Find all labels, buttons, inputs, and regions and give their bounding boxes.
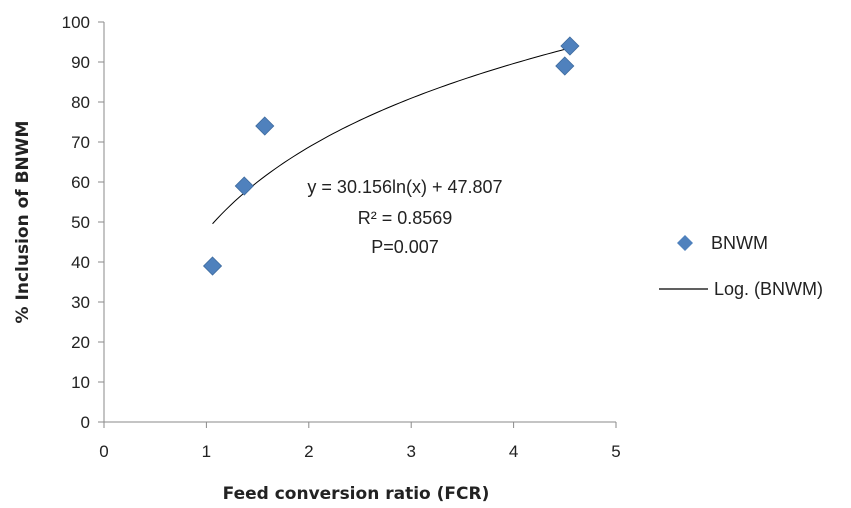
x-tick-label: 2 [304, 442, 313, 461]
data-point-diamond [202, 256, 223, 276]
y-tick-label: 80 [71, 93, 90, 112]
x-tick-label: 5 [611, 442, 620, 461]
legend-item-scatter: BNWM [677, 233, 768, 253]
x-tick-label: 4 [509, 442, 518, 461]
equation-label: y = 30.156ln(x) + 47.807 [307, 177, 502, 197]
legend-marker-diamond [677, 235, 693, 251]
y-tick-label: 0 [81, 413, 90, 432]
x-ticks: 0 1 2 3 4 5 [99, 422, 621, 461]
r-squared-label: R² = 0.8569 [358, 208, 453, 228]
y-tick-label: 20 [71, 333, 90, 352]
y-tick-label: 100 [62, 13, 90, 32]
y-tick-label: 30 [71, 293, 90, 312]
y-axis-title: % Inclusion of BNWM [13, 121, 33, 324]
legend: BNWM Log. (BNWM) [659, 233, 823, 299]
data-point-diamond [555, 56, 575, 76]
legend-item-trendline: Log. (BNWM) [659, 279, 823, 299]
data-point-diamond [234, 176, 254, 196]
x-axis-title: Feed conversion ratio (FCR) [223, 484, 490, 504]
x-tick-label: 3 [406, 442, 415, 461]
x-tick-label: 1 [202, 442, 211, 461]
legend-label-scatter: BNWM [711, 233, 768, 253]
y-tick-label: 40 [71, 253, 90, 272]
y-tick-label: 50 [71, 213, 90, 232]
x-tick-label: 0 [99, 442, 108, 461]
p-value-label: P=0.007 [371, 237, 439, 257]
y-tick-label: 60 [71, 173, 90, 192]
trendline [212, 47, 571, 225]
y-tick-label: 10 [71, 373, 90, 392]
data-points [202, 36, 580, 276]
y-ticks: 0 10 20 30 40 50 60 70 80 90 100 [62, 13, 104, 432]
data-point-diamond [255, 116, 275, 136]
legend-label-trendline: Log. (BNWM) [714, 279, 823, 299]
data-point-diamond [560, 36, 580, 56]
y-tick-label: 70 [71, 133, 90, 152]
y-tick-label: 90 [71, 53, 90, 72]
